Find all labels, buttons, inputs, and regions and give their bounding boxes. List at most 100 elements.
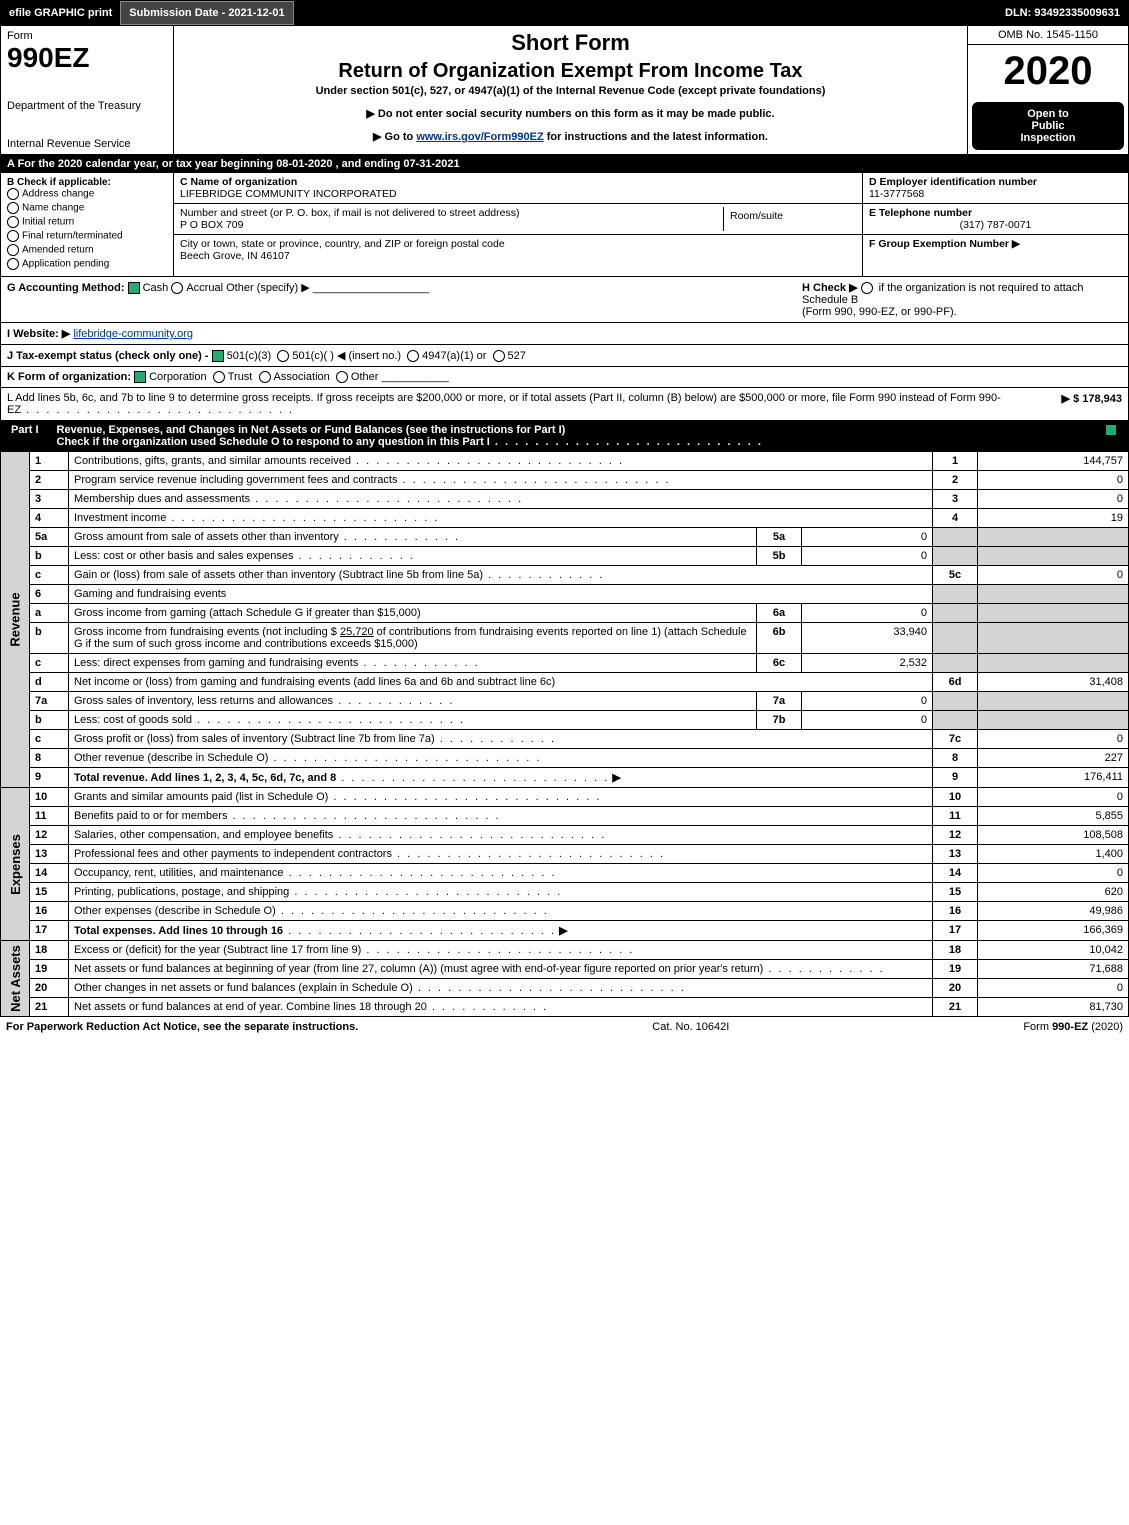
line-6: 6 Gaming and fundraising events — [30, 585, 1128, 604]
revenue-section: Revenue 1 Contributions, gifts, grants, … — [0, 452, 1129, 788]
chk-trust[interactable] — [213, 371, 225, 383]
j-label: J Tax-exempt status (check only one) - — [7, 350, 212, 362]
i-label: I Website: ▶ — [7, 328, 70, 340]
header-left: Form 990EZ Department of the Treasury In… — [1, 26, 174, 154]
ein-value: 11-3777568 — [869, 188, 1122, 200]
tax-year: 2020 — [968, 45, 1128, 102]
topbar-spacer — [294, 1, 997, 25]
omb-number: OMB No. 1545-1150 — [968, 26, 1128, 45]
irs-link[interactable]: www.irs.gov/Form990EZ — [416, 131, 543, 143]
chk-h[interactable] — [861, 282, 873, 294]
lbl-assoc: Association — [274, 371, 330, 383]
group-exemption-label: F Group Exemption Number ▶ — [869, 238, 1020, 250]
l-text: L Add lines 5b, 6c, and 7b to line 9 to … — [7, 392, 1002, 416]
open-line1: Open to — [976, 108, 1120, 120]
website-link[interactable]: lifebridge-community.org — [73, 328, 193, 340]
group-exemption-cell: F Group Exemption Number ▶ — [863, 235, 1128, 276]
chk-corp[interactable] — [134, 371, 146, 383]
header-center: Short Form Return of Organization Exempt… — [174, 26, 967, 154]
fundraising-contrib: 25,720 — [340, 626, 374, 638]
phone-label: E Telephone number — [869, 207, 1122, 219]
return-title: Return of Organization Exempt From Incom… — [180, 60, 961, 83]
line-15: 15 Printing, publications, postage, and … — [30, 883, 1128, 902]
lbl-corp: Corporation — [149, 371, 206, 383]
chk-pending-label: Application pending — [22, 259, 109, 270]
chk-other-org[interactable] — [336, 371, 348, 383]
row-h: H Check ▶ if the organization is not req… — [802, 281, 1122, 318]
dept-irs: Internal Revenue Service — [7, 138, 177, 150]
line-14: 14 Occupancy, rent, utilities, and maint… — [30, 864, 1128, 883]
chk-527[interactable] — [493, 350, 505, 362]
chk-final-return[interactable]: Final return/terminated — [7, 230, 167, 242]
ssn-warning: ▶ Do not enter social security numbers o… — [180, 107, 961, 120]
street-value: P O BOX 709 — [180, 219, 723, 231]
chk-final-label: Final return/terminated — [22, 231, 123, 242]
city-value: Beech Grove, IN 46107 — [180, 250, 856, 262]
lbl-4947a1: 4947(a)(1) or — [422, 350, 486, 362]
chk-accrual-label: Accrual — [186, 282, 223, 294]
k-label: K Form of organization: — [7, 371, 131, 383]
chk-address-change[interactable]: Address change — [7, 188, 167, 200]
part1-title: Revenue, Expenses, and Changes in Net As… — [49, 421, 1097, 451]
form-header: Form 990EZ Department of the Treasury In… — [0, 26, 1129, 155]
chk-accrual[interactable] — [171, 282, 183, 294]
goto-pre: ▶ Go to — [373, 131, 416, 143]
header-right: OMB No. 1545-1150 2020 Open to Public In… — [967, 26, 1128, 154]
lbl-trust: Trust — [228, 371, 253, 383]
line-5c: c Gain or (loss) from sale of assets oth… — [30, 566, 1128, 585]
ein-label: D Employer identification number — [869, 176, 1122, 188]
efile-topbar: efile GRAPHIC print Submission Date - 20… — [0, 0, 1129, 26]
submission-date-button[interactable]: Submission Date - 2021-12-01 — [120, 1, 293, 25]
lbl-527: 527 — [508, 350, 526, 362]
line-11: 11 Benefits paid to or for members 11 5,… — [30, 807, 1128, 826]
line-10: 10 Grants and similar amounts paid (list… — [30, 788, 1128, 807]
row-l: L Add lines 5b, 6c, and 7b to line 9 to … — [0, 388, 1129, 421]
form-word: Form — [7, 30, 167, 42]
line-6b: b Gross income from fundraising events (… — [30, 623, 1128, 654]
form-number: 990EZ — [7, 42, 167, 74]
part1-sub: Check if the organization used Schedule … — [57, 436, 490, 448]
street-label: Number and street (or P. O. box, if mail… — [180, 207, 723, 219]
chk-amended-return[interactable]: Amended return — [7, 244, 167, 256]
city-label: City or town, state or province, country… — [180, 238, 856, 250]
phone-cell: E Telephone number (317) 787-0071 — [863, 204, 1128, 235]
line-3: 3 Membership dues and assessments 3 0 — [30, 490, 1128, 509]
footer: For Paperwork Reduction Act Notice, see … — [0, 1017, 1129, 1037]
expenses-table: 10 Grants and similar amounts paid (list… — [30, 788, 1128, 940]
chk-amended-label: Amended return — [22, 245, 94, 256]
chk-cash[interactable] — [128, 282, 140, 294]
other-specify: Other (specify) ▶ — [226, 282, 310, 294]
cat-number: Cat. No. 10642I — [652, 1021, 729, 1033]
chk-name-change[interactable]: Name change — [7, 202, 167, 214]
efile-graphic-print[interactable]: efile GRAPHIC print — [1, 1, 120, 25]
org-name-value: LIFEBRIDGE COMMUNITY INCORPORATED — [180, 188, 856, 200]
chk-assoc[interactable] — [259, 371, 271, 383]
row-a-tax-year: A For the 2020 calendar year, or tax yea… — [0, 155, 1129, 173]
chk-501c3[interactable] — [212, 350, 224, 362]
short-form-title: Short Form — [180, 30, 961, 56]
chk-501c[interactable] — [277, 350, 289, 362]
lbl-501c3: 501(c)(3) — [227, 350, 272, 362]
chk-application-pending[interactable]: Application pending — [7, 258, 167, 270]
line-5b: b Less: cost or other basis and sales ex… — [30, 547, 1128, 566]
row-g-h: G Accounting Method: Cash Accrual Other … — [0, 277, 1129, 323]
column-de: D Employer identification number 11-3777… — [862, 173, 1128, 276]
chk-4947a1[interactable] — [407, 350, 419, 362]
side-net-assets: Net Assets — [1, 941, 30, 1016]
line-7a: 7a Gross sales of inventory, less return… — [30, 692, 1128, 711]
h-sub: (Form 990, 990-EZ, or 990-PF). — [802, 306, 957, 318]
line-6a: a Gross income from gaming (attach Sched… — [30, 604, 1128, 623]
chk-initial-return[interactable]: Initial return — [7, 216, 167, 228]
dept-treasury: Department of the Treasury — [7, 100, 177, 112]
line-20: 20 Other changes in net assets or fund b… — [30, 979, 1128, 998]
chk-schedule-o[interactable] — [1105, 424, 1117, 436]
row-k: K Form of organization: Corporation Trus… — [0, 367, 1129, 388]
city-cell: City or town, state or province, country… — [174, 235, 862, 265]
row-j: J Tax-exempt status (check only one) - 5… — [0, 345, 1129, 367]
line-8: 8 Other revenue (describe in Schedule O)… — [30, 749, 1128, 768]
chk-initial-label: Initial return — [22, 217, 74, 228]
part1-title-text: Revenue, Expenses, and Changes in Net As… — [57, 424, 566, 436]
line-21: 21 Net assets or fund balances at end of… — [30, 998, 1128, 1017]
open-line3: Inspection — [976, 132, 1120, 144]
g-label: G Accounting Method: — [7, 282, 125, 294]
